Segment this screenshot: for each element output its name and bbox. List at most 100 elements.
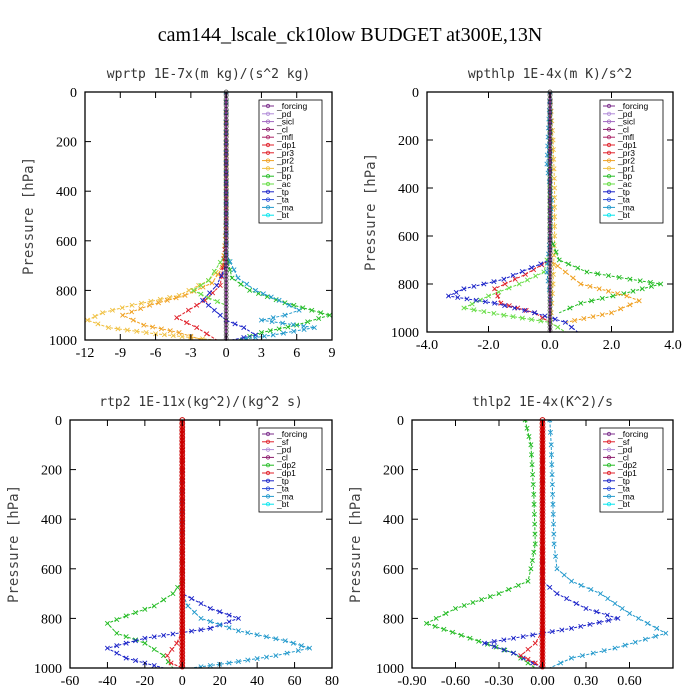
legend-label: _bt [617, 210, 630, 220]
zero-line-marker [223, 145, 229, 150]
zero-line-marker [547, 314, 553, 320]
zero-line-marker [539, 569, 546, 576]
y-axis-label: Pressure [hPa] [363, 153, 379, 271]
series-marker-ma [544, 161, 550, 167]
series-marker-ac [501, 312, 507, 318]
series-marker-dp2 [123, 634, 129, 640]
zero-line-marker [539, 597, 546, 604]
series-marker-pr1 [92, 313, 98, 319]
series-marker-ma [553, 553, 559, 559]
zero-line-marker [223, 329, 229, 334]
y-tick-label: 600 [383, 563, 404, 578]
x-tick-label: -40 [98, 674, 117, 689]
series-marker-dp1 [492, 286, 498, 292]
series-marker-bp [309, 307, 315, 313]
series-marker-ma [254, 656, 260, 662]
series-marker-bp [595, 271, 601, 277]
series-marker-dp2 [470, 600, 476, 606]
series-marker-dp2 [132, 610, 139, 616]
zero-line-marker [547, 227, 553, 233]
x-tick-label: -4.0 [416, 338, 438, 353]
zero-line-marker [179, 549, 186, 555]
zero-line-marker [179, 458, 186, 465]
series-marker-ma [254, 632, 260, 638]
y-tick-label: 0 [70, 86, 77, 101]
zero-line-marker [547, 210, 553, 216]
legend-label: _pd [276, 445, 291, 455]
zero-line-marker [223, 325, 229, 331]
legend-marker [265, 205, 271, 210]
series-marker-dp1 [532, 660, 538, 666]
series-marker-tp [510, 272, 516, 278]
series-marker-dp2 [496, 591, 502, 597]
zero-line-marker [539, 632, 546, 639]
series-marker-ma [311, 325, 317, 331]
series-marker-ma [276, 297, 282, 303]
series-marker-bp [584, 269, 590, 275]
zero-line-marker [539, 430, 546, 437]
series-marker-ma [290, 640, 296, 646]
series-marker-pr2 [176, 330, 182, 336]
series-marker-ac [217, 259, 223, 265]
series-marker-pr1 [148, 298, 154, 304]
series-marker-tp [132, 638, 139, 644]
series-marker-tp [189, 628, 195, 634]
series-marker-bp [247, 287, 253, 293]
y-tick-label: 600 [41, 563, 62, 578]
series-marker-ma [612, 601, 618, 607]
series-marker-dp1 [184, 320, 190, 326]
zero-line-marker [223, 245, 229, 251]
legend-label: _forcing [276, 429, 308, 439]
series-marker-ma [307, 645, 313, 651]
y-tick-label: 800 [383, 612, 404, 627]
legend-marker [606, 119, 612, 124]
series-line-tp [201, 92, 257, 340]
series-marker-dp1 [525, 656, 531, 662]
zero-line-marker [539, 465, 546, 472]
series-marker-dp2 [467, 635, 473, 641]
zero-line-marker [539, 590, 546, 597]
zero-line-marker [547, 133, 553, 139]
legend-label: _pr1 [617, 163, 635, 173]
series-line-tp [446, 92, 579, 332]
plot-frame [69, 419, 333, 669]
series-marker-pr1 [551, 156, 557, 162]
zero-line-marker [223, 159, 229, 164]
legend-label: _dp1 [617, 468, 637, 478]
series-marker-ma [291, 328, 297, 334]
zero-line-marker [223, 200, 229, 206]
series-marker-pr2 [164, 297, 170, 303]
legend-marker [265, 447, 271, 452]
series-marker-ma [280, 330, 287, 336]
series-marker-tp [578, 623, 584, 629]
series-marker-ma [263, 634, 270, 640]
zero-line-marker [539, 639, 546, 646]
series-marker-tp [461, 286, 467, 292]
zero-line-marker [179, 500, 186, 507]
plot-frame [84, 91, 333, 341]
zero-line-marker [547, 150, 553, 155]
legend-label: _ac [276, 179, 291, 189]
zero-line-marker [223, 166, 229, 171]
series-marker-dp1 [169, 646, 175, 652]
legend-label: _bp [276, 171, 291, 181]
legend-marker [265, 494, 271, 499]
series-marker-dp2 [529, 558, 535, 564]
series-marker-ma [253, 287, 259, 293]
y-axis-label: Pressure [hPa] [348, 485, 364, 603]
zero-line-marker [539, 559, 546, 566]
series-marker-dp2 [441, 626, 447, 632]
zero-line-marker [223, 291, 229, 296]
series-marker-bp [575, 265, 581, 271]
series-marker-tp [552, 316, 558, 322]
series-marker-ac [491, 310, 497, 316]
zero-line-marker [539, 490, 546, 496]
zero-line-marker [539, 535, 546, 541]
series-marker-ma [235, 275, 241, 281]
series-marker-pr1 [119, 305, 125, 311]
zero-line-marker [539, 594, 546, 600]
series-marker-dp2 [525, 660, 531, 666]
figure-title: cam144_lscale_ck10low BUDGET at300E,13N [158, 24, 543, 46]
series-marker-pr1 [95, 321, 101, 327]
series-marker-bp [229, 275, 235, 281]
